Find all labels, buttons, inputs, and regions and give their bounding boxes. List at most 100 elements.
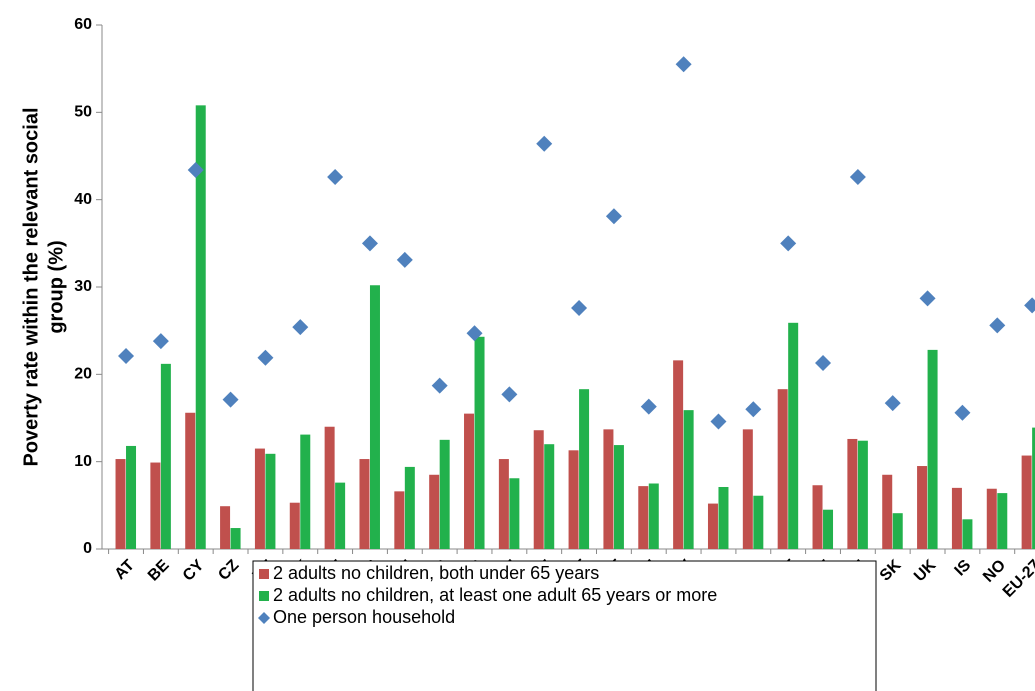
bar [579,389,590,549]
bar [195,105,206,549]
bar [882,474,893,549]
x-tick-label: UK [911,556,940,585]
bar [150,462,161,549]
y-tick-label: 0 [83,540,92,557]
x-tick-label: BE [145,557,173,585]
legend-marker [258,612,270,624]
bar [962,519,973,549]
bar [847,438,858,549]
bar [568,450,579,549]
bar [335,482,346,549]
marker [640,398,657,415]
marker [466,325,483,342]
bar [533,430,544,549]
bar [289,502,300,549]
marker [849,168,866,185]
bar [359,459,370,549]
marker [571,299,588,316]
bar [464,413,475,549]
y-tick-label: 30 [74,278,92,295]
marker [187,161,204,178]
bar [742,429,753,549]
marker [222,391,239,408]
marker [780,235,797,252]
bar [603,429,614,549]
bar [673,360,684,549]
marker [501,386,518,403]
bar [160,363,171,549]
bar [613,445,624,549]
marker [1024,297,1035,314]
bar [115,459,126,549]
legend-label: 2 adults no children, both under 65 year… [273,563,599,583]
bar [394,491,405,549]
marker [431,377,448,394]
marker [327,168,344,185]
y-tick-label: 50 [74,104,92,121]
bar [324,426,335,549]
marker [152,333,169,350]
bar [230,528,241,549]
y-axis-title: Poverty rate within the relevant social [20,107,42,466]
marker [605,208,622,225]
bar [707,503,718,549]
bar [997,493,1008,549]
marker [815,354,832,371]
bar [823,509,834,549]
bar [126,445,137,549]
bar [509,478,520,549]
marker [884,395,901,412]
x-tick-label: IS [952,557,975,580]
bar [927,349,938,549]
bar [857,440,868,549]
x-tick-label: EU-27 [1000,557,1035,601]
marker [675,56,692,73]
bar [439,439,450,549]
legend-marker [259,591,269,601]
x-tick-label: CZ [215,557,242,584]
bar [474,336,485,549]
bar [265,453,276,549]
marker [710,413,727,430]
bar [254,448,265,549]
marker [257,349,274,366]
bar [777,389,788,549]
bar [404,466,415,549]
marker [989,317,1006,334]
y-tick-label: 20 [74,366,92,383]
legend-label: 2 adults no children, at least one adult… [273,585,717,605]
y-tick-label: 40 [74,191,92,208]
marker [745,401,762,418]
marker [292,319,309,336]
legend-box [252,560,877,691]
y-tick-label: 60 [74,16,92,33]
bar [300,434,311,549]
bar [718,486,729,549]
bar [1021,455,1032,549]
bar [892,513,903,549]
bar [788,322,799,549]
marker [396,251,413,268]
x-tick-label: NO [980,557,1009,586]
bar [986,488,997,549]
y-axis-title: group (%) [45,240,67,333]
bar [429,474,440,549]
x-tick-label: AT [112,557,138,583]
bar [753,495,764,549]
marker [536,135,553,152]
bar [638,486,649,549]
bar [220,506,231,549]
bar [648,483,659,549]
marker [118,347,135,364]
y-tick-label: 10 [74,453,92,470]
marker [361,235,378,252]
bar [812,485,823,549]
bar [185,412,196,549]
bar [951,487,962,549]
bar [498,459,509,549]
bar [683,410,694,549]
bar [1032,427,1035,549]
x-tick-label: SK [877,556,905,584]
x-tick-label: CY [180,557,208,585]
